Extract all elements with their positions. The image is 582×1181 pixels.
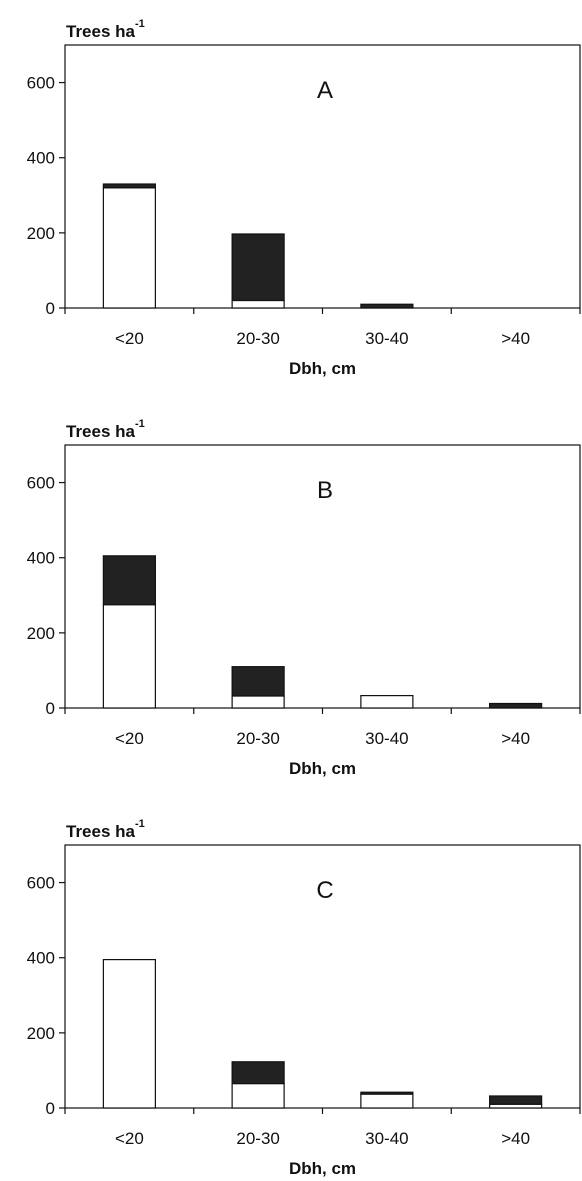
y-tick-label: 200 [27, 1024, 55, 1043]
x-tick-label: 30-40 [365, 1129, 408, 1148]
x-tick-label: <20 [115, 329, 144, 348]
bar-segment-lower [360, 695, 414, 709]
bar-segment-lower [102, 958, 156, 1109]
chart-panel-b: Trees ha -1 0 200 400 600 <20 20-30 30-40 >40 Dbh,… [27, 418, 581, 778]
x-axis-label: Dbh, cm [289, 359, 356, 378]
bar-segment-lower [231, 695, 285, 709]
y-tick-label: 0 [46, 299, 55, 318]
panel-label: A [317, 77, 333, 104]
x-tick-label: >40 [501, 729, 530, 748]
y-axis-label-superscript: -1 [135, 18, 145, 30]
bar-segment-upper [489, 702, 543, 709]
bar-segment-lower [102, 187, 156, 309]
x-tick-label: >40 [501, 1129, 530, 1148]
y-tick-label: 400 [27, 149, 55, 168]
bar-segment-lower [231, 299, 285, 309]
y-tick-label: 400 [27, 549, 55, 568]
bar-segment-upper [231, 1061, 285, 1085]
bar-segment-upper [231, 233, 285, 302]
x-tick-label: 30-40 [365, 729, 408, 748]
x-tick-label: 20-30 [236, 729, 279, 748]
chart-panel-a: Trees ha -1 0 200 400 600 <20 20-30 30-40 >40 Dbh,… [27, 18, 581, 378]
panel-label: C [316, 877, 333, 904]
bar-segment-upper [102, 555, 156, 606]
x-tick-label: >40 [501, 329, 530, 348]
y-axis-label: Trees ha [66, 422, 136, 441]
x-axis-label: Dbh, cm [289, 1159, 356, 1178]
x-axis-label: Dbh, cm [289, 759, 356, 778]
chart-panel-c: Trees ha -1 0 200 400 600 <20 20-30 30-40 >40 Dbh,… [27, 818, 581, 1178]
bar-segment-lower [231, 1082, 285, 1109]
y-tick-label: 0 [46, 699, 55, 718]
x-tick-label: <20 [115, 1129, 144, 1148]
panel-label: B [317, 477, 333, 504]
x-tick-label: 20-30 [236, 329, 279, 348]
y-tick-label: 600 [27, 474, 55, 493]
y-tick-label: 200 [27, 224, 55, 243]
bar-segment-upper [489, 1095, 543, 1105]
y-tick-label: 400 [27, 949, 55, 968]
x-tick-label: 20-30 [236, 1129, 279, 1148]
y-tick-label: 0 [46, 1099, 55, 1118]
y-axis-label: Trees ha [66, 822, 136, 841]
y-axis-label-superscript: -1 [135, 418, 145, 430]
bar-segment-lower [360, 1093, 414, 1109]
bar-segment-upper [102, 183, 156, 189]
y-tick-label: 600 [27, 74, 55, 93]
x-tick-label: 30-40 [365, 329, 408, 348]
bar-segment-lower [102, 604, 156, 709]
bar-segment-upper [360, 1091, 414, 1095]
y-tick-label: 200 [27, 624, 55, 643]
bar-segment-upper [360, 303, 414, 309]
y-axis-label-superscript: -1 [135, 818, 145, 830]
bar-segment-upper [231, 666, 285, 697]
y-axis-label: Trees ha [66, 22, 136, 41]
x-tick-label: <20 [115, 729, 144, 748]
y-tick-label: 600 [27, 874, 55, 893]
